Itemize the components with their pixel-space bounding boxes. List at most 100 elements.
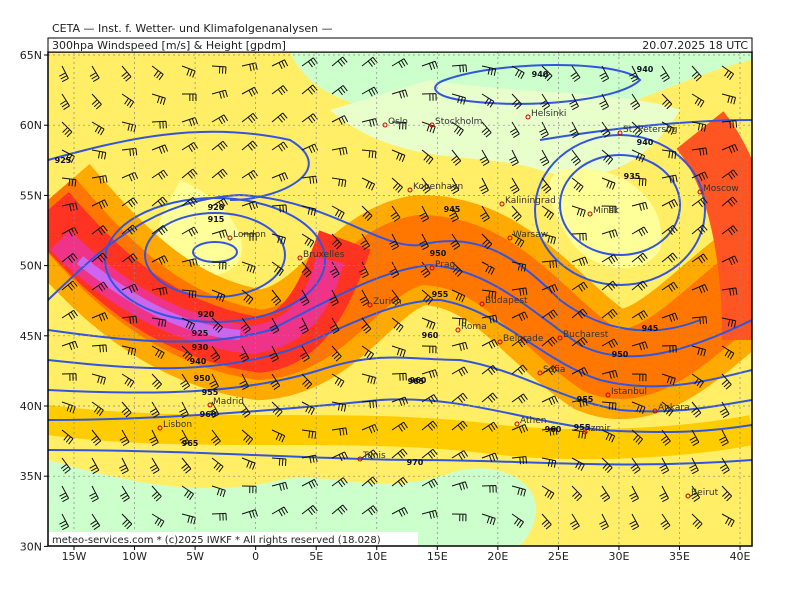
wind-barb <box>631 373 647 382</box>
wind-barb <box>690 485 701 502</box>
wind-barb <box>570 149 581 166</box>
wind-barb <box>121 401 132 418</box>
wind-barb <box>421 448 438 459</box>
wind-barb <box>631 429 644 445</box>
wind-barb <box>151 513 165 528</box>
wind-barb <box>211 198 229 209</box>
city-label: London <box>233 230 266 240</box>
city-marker <box>685 493 691 499</box>
wind-barb <box>599 93 609 111</box>
wind-barb <box>301 84 318 95</box>
wind-barb <box>511 364 528 375</box>
wind-barb <box>359 289 370 307</box>
wind-barb <box>481 93 495 108</box>
wind-barb <box>631 341 648 351</box>
wind-barb <box>391 448 408 459</box>
wind-barb <box>121 224 138 235</box>
contour-label: 960 <box>422 331 439 340</box>
wind-barb <box>361 345 374 360</box>
wind-barb <box>481 421 498 432</box>
contour-label: 965 <box>182 439 199 448</box>
wind-barb <box>391 372 407 381</box>
wind-barb <box>599 65 610 83</box>
wind-barb <box>661 252 678 263</box>
wind-barb <box>241 457 256 470</box>
wind-barb <box>61 177 77 187</box>
wind-barb <box>539 149 550 167</box>
wind-barb <box>451 481 468 491</box>
lon-label: 20E <box>487 550 508 563</box>
wind-barb <box>271 429 286 443</box>
wind-barb <box>571 256 589 266</box>
wind-barb <box>301 505 318 516</box>
contour-label: 955 <box>574 423 591 432</box>
wind-barb <box>571 457 585 472</box>
lon-label: 0 <box>252 550 259 563</box>
wind-barb <box>421 369 438 379</box>
city-label: Tunis <box>362 451 386 461</box>
wind-barb <box>241 429 254 445</box>
lon-label: 5W <box>186 550 204 563</box>
wind-barb <box>181 93 197 102</box>
city-marker <box>382 122 388 128</box>
wind-barb <box>121 147 138 157</box>
wind-barb <box>301 233 315 248</box>
wind-barb <box>689 429 700 447</box>
wind-barb <box>511 311 529 322</box>
city-label: Beirut <box>691 488 719 498</box>
wind-barb <box>60 93 70 110</box>
wind-barb <box>541 309 558 320</box>
wind-barb <box>331 373 345 388</box>
wind-barb <box>301 175 318 184</box>
wind-barb <box>721 225 738 236</box>
wind-barb <box>91 429 102 446</box>
contour-label: 915 <box>208 215 225 224</box>
lon-label: 5E <box>309 550 323 563</box>
wind-barb <box>331 345 342 362</box>
wind-barb <box>91 373 106 385</box>
city-marker <box>429 265 435 271</box>
wind-barb <box>301 429 317 439</box>
wind-barb <box>59 513 69 531</box>
wind-barb <box>511 261 527 272</box>
wind-barb <box>331 56 348 67</box>
wind-barb <box>271 204 288 213</box>
wind-barb <box>721 317 737 328</box>
wind-barb <box>539 121 549 139</box>
wind-barb <box>541 513 552 530</box>
wind-barb <box>511 205 522 222</box>
contour-label: 960 <box>410 376 427 385</box>
wind-barb <box>329 261 340 279</box>
wind-barb <box>661 225 678 236</box>
wind-barb <box>151 65 164 81</box>
lat-label: 50N <box>20 260 42 273</box>
wind-barb <box>601 149 614 165</box>
wind-barb <box>719 401 730 419</box>
wind-barb <box>661 198 679 209</box>
wind-barb <box>361 505 378 516</box>
wind-barb <box>151 255 169 265</box>
wind-barb <box>391 149 406 163</box>
wind-barb <box>721 120 738 129</box>
wind-barb <box>361 86 379 97</box>
wind-barb <box>691 121 707 132</box>
wind-barb <box>511 337 528 348</box>
wind-barb <box>451 513 467 522</box>
city-label: Stockholm <box>435 117 482 127</box>
wind-barb <box>601 401 617 411</box>
city-marker <box>497 339 503 345</box>
wind-barb <box>691 65 702 82</box>
wind-barb <box>661 312 679 322</box>
city-marker <box>227 235 233 241</box>
wind-barb <box>511 485 527 497</box>
wind-barb <box>271 457 287 467</box>
wind-barb <box>91 225 108 236</box>
city-label: Istanbul <box>611 387 647 397</box>
wind-barb <box>91 175 108 184</box>
wind-barb <box>361 56 378 67</box>
wind-barb <box>241 485 257 494</box>
lat-label: 35N <box>20 470 42 483</box>
wind-barb <box>151 196 168 207</box>
contour-label: 925 <box>55 156 72 165</box>
wind-barb <box>299 345 310 363</box>
